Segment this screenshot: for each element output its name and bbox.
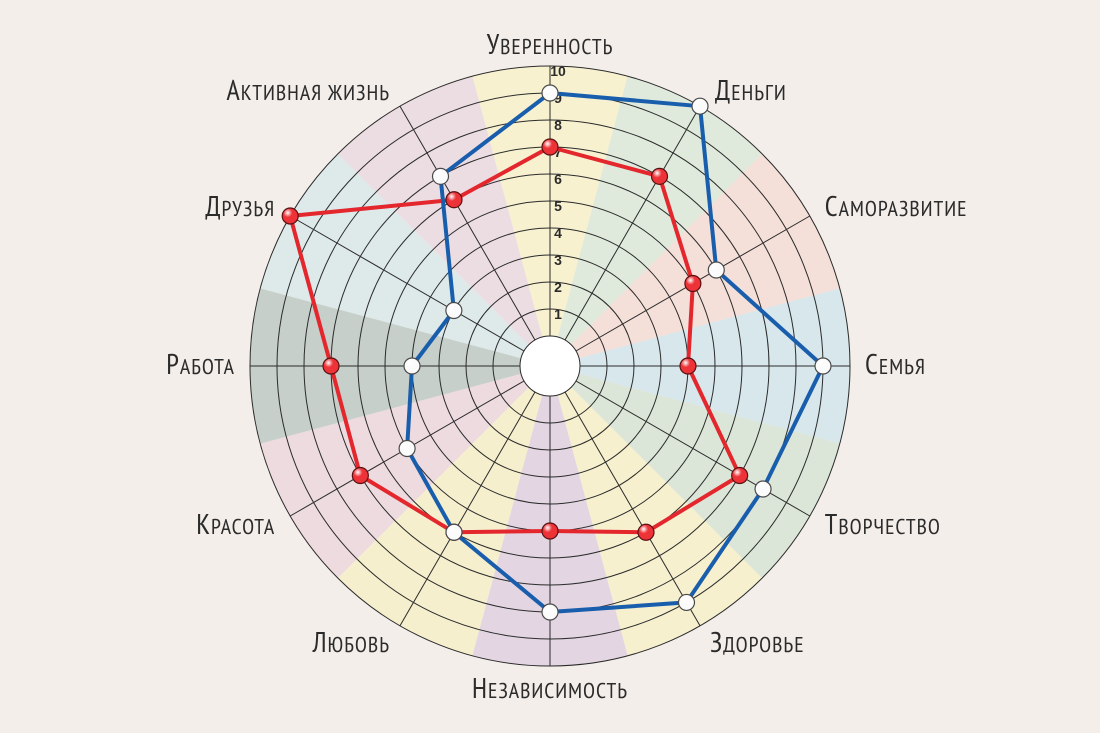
axis-label: ДЕНЬГИ xyxy=(715,71,787,108)
axis-label: СЕМЬЯ xyxy=(865,345,926,382)
axis-label: ЗДОРОВЬЕ xyxy=(710,623,805,660)
marker xyxy=(680,358,696,374)
marker xyxy=(404,358,420,374)
tick-label: 5 xyxy=(554,198,562,214)
marker xyxy=(708,262,724,278)
radar-chart: 12345678910УВЕРЕННОСТЬДЕНЬГИСАМОРАЗВИТИЕ… xyxy=(0,0,1100,733)
marker xyxy=(323,358,339,374)
axis-label: ДРУЗЬЯ xyxy=(205,187,275,224)
axis-label: КРАСОТА xyxy=(196,505,275,542)
axis-label: НЕЗАВИСИМОСТЬ xyxy=(472,669,628,706)
tick-label: 8 xyxy=(554,117,562,133)
marker xyxy=(433,168,449,184)
axis-label: АКТИВНАЯ ЖИЗНЬ xyxy=(227,71,390,108)
tick-label: 10 xyxy=(550,63,566,79)
tick-label: 4 xyxy=(554,225,562,241)
marker xyxy=(638,524,654,540)
marker xyxy=(446,524,462,540)
marker xyxy=(542,523,558,539)
marker xyxy=(732,468,748,484)
axis-label: УВЕРЕННОСТЬ xyxy=(487,25,614,62)
marker xyxy=(542,85,558,101)
marker xyxy=(352,468,368,484)
marker xyxy=(446,303,462,319)
axis-label: РАБОТА xyxy=(166,345,235,382)
tick-label: 3 xyxy=(554,252,562,268)
marker xyxy=(282,208,298,224)
marker xyxy=(652,168,668,184)
marker xyxy=(542,139,558,155)
tick-label: 6 xyxy=(554,171,562,187)
tick-label: 1 xyxy=(554,306,562,322)
marker xyxy=(679,594,695,610)
axis-label: ЛЮБОВЬ xyxy=(311,623,390,660)
marker xyxy=(446,192,462,208)
axis-label: ТВОРЧЕСТВО xyxy=(825,505,941,542)
marker xyxy=(399,441,415,457)
marker xyxy=(685,276,701,292)
marker xyxy=(815,358,831,374)
marker xyxy=(692,98,708,114)
hub xyxy=(520,336,580,396)
marker xyxy=(755,481,771,497)
marker xyxy=(542,604,558,620)
tick-label: 2 xyxy=(554,279,562,295)
axis-label: САМОРАЗВИТИЕ xyxy=(825,187,968,224)
